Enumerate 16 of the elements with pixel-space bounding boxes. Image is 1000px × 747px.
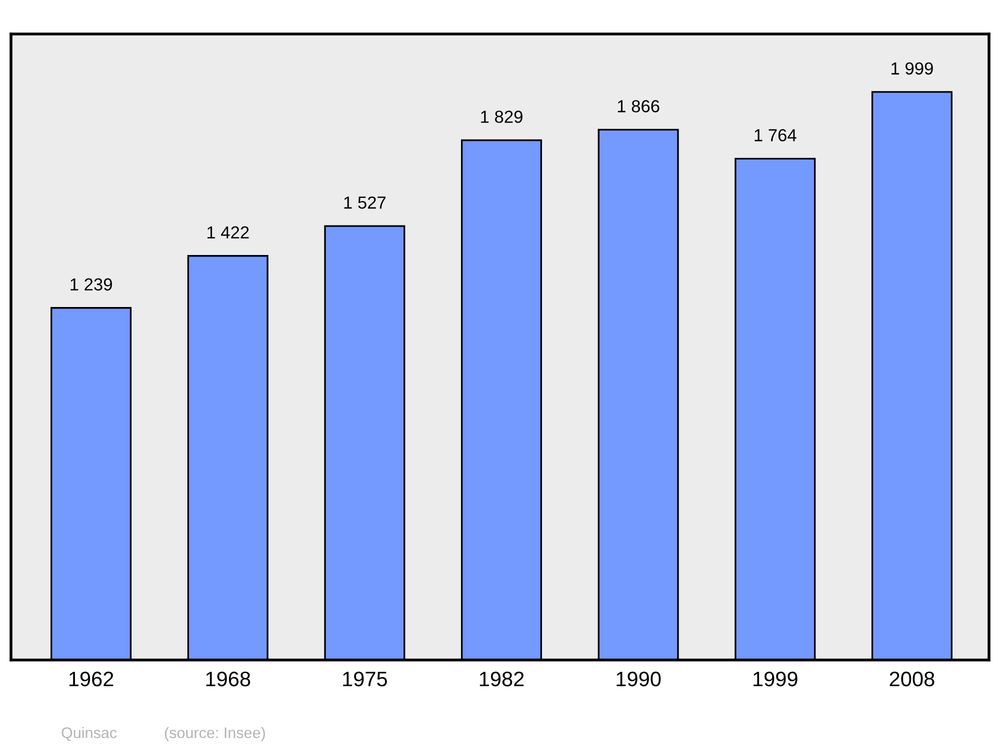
x-tick-label: 1968: [206, 672, 250, 686]
text: (source: Insee): [164, 726, 265, 742]
data-label: 1 866: [618, 100, 660, 112]
data-label: 1 829: [481, 110, 522, 123]
data-label: 1 422: [207, 226, 249, 238]
x-tick-label: 1975: [343, 672, 387, 686]
data-label: 1 527: [344, 196, 386, 209]
x-tick-label: 1999: [754, 672, 798, 686]
x-tick-label: 1990: [616, 672, 661, 686]
text: Quinsac: [62, 726, 117, 741]
x-tick-label: 1962: [69, 672, 114, 686]
data-label: 1 999: [892, 62, 933, 75]
data-label: 1 239: [70, 278, 112, 291]
x-tick-label: 1982: [480, 672, 524, 686]
data-label: 1 764: [754, 129, 796, 142]
x-tick-label: 2008: [890, 672, 934, 686]
